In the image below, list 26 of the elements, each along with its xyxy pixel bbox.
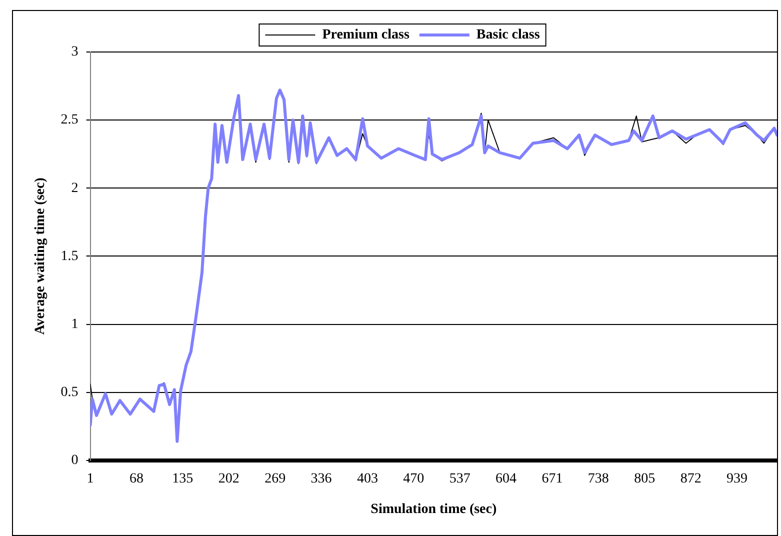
x-axis-title: Simulation time (sec) bbox=[370, 502, 497, 518]
y-tick-label: 2 bbox=[71, 180, 78, 196]
x-tick-label: 872 bbox=[680, 471, 702, 486]
y-tick-label: 0 bbox=[71, 453, 78, 468]
y-tick-label: 2.5 bbox=[60, 112, 78, 128]
legend-label: Basic class bbox=[476, 28, 540, 43]
x-tick-label: 403 bbox=[356, 471, 378, 486]
x-tick-label: 202 bbox=[218, 471, 240, 486]
x-tick-label: 671 bbox=[542, 471, 563, 486]
x-tick-label: 939 bbox=[726, 471, 748, 486]
y-tick-label: 1.5 bbox=[60, 248, 78, 264]
x-tick-label: 805 bbox=[634, 471, 656, 486]
x-tick-label: 470 bbox=[403, 471, 424, 486]
y-axis-title: Average waiting time (sec) bbox=[33, 177, 48, 335]
x-tick-label: 604 bbox=[496, 471, 517, 486]
y-tick-label: 3 bbox=[71, 44, 78, 60]
x-tick-label: 336 bbox=[310, 471, 332, 486]
x-tick-label: 738 bbox=[588, 471, 609, 486]
y-tick-label: 0.5 bbox=[60, 385, 78, 400]
y-tick-label: 1 bbox=[71, 316, 78, 332]
x-tick-label: 1 bbox=[86, 471, 94, 486]
x-tick-label: 68 bbox=[129, 471, 144, 486]
x-tick-label: 269 bbox=[264, 471, 286, 486]
x-tick-label: 537 bbox=[449, 471, 470, 486]
x-tick-label: 135 bbox=[172, 471, 194, 486]
legend-label: Premium class bbox=[322, 28, 410, 43]
